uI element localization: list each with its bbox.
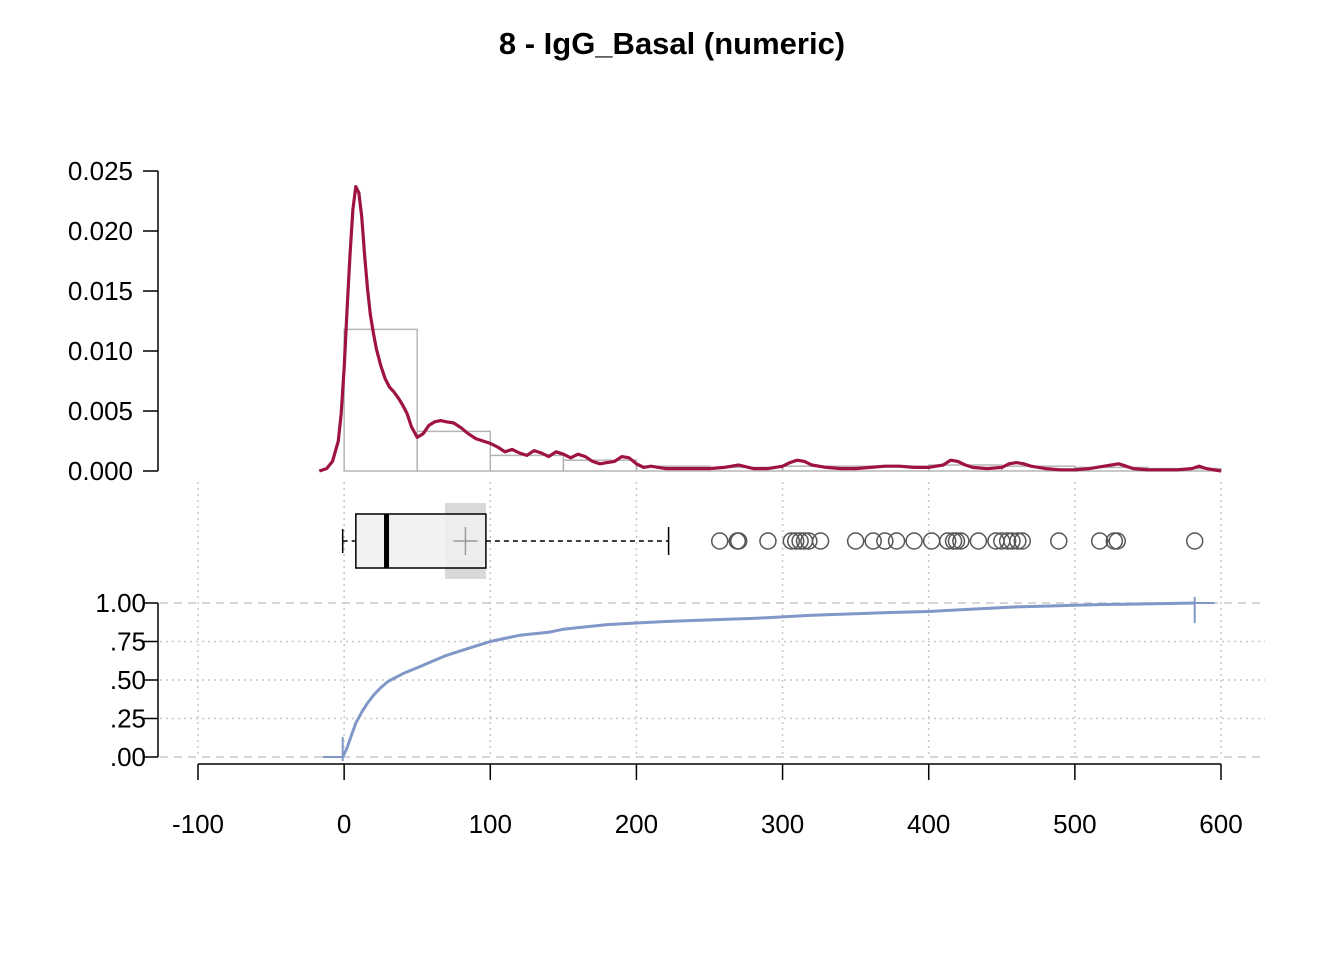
outlier-point	[811, 532, 830, 550]
x-tick-label: 500	[1053, 809, 1096, 839]
outlier-point	[1009, 532, 1027, 550]
x-tick-label: 400	[907, 809, 950, 839]
outlier-point	[800, 532, 818, 550]
histogram-bar	[416, 430, 492, 472]
outlier-point	[998, 532, 1017, 550]
outlier-point	[969, 532, 988, 550]
x-tick-label: 100	[469, 809, 512, 839]
x-tick-label: 600	[1199, 809, 1242, 839]
outlier-point	[786, 532, 805, 550]
outlier-point	[791, 532, 809, 550]
density-y-tick-label: 0.025	[68, 156, 133, 186]
outlier-point	[1050, 532, 1068, 550]
axes: 0.000 0.005 0.010 0.015 0.020 0.025 .00 .25 .50.…	[68, 156, 1243, 839]
outlier-point	[905, 532, 923, 550]
outlier-point	[1013, 532, 1031, 550]
ecdf-y-tick-label: .50	[110, 665, 146, 695]
outlier-point	[876, 532, 894, 550]
density-y-tick-label: 0.000	[68, 456, 133, 486]
density-y-tick-label: 0.020	[68, 216, 133, 246]
density-curve	[318, 185, 1222, 473]
ecdf-curve	[322, 597, 1215, 761]
density-y-tick-label: 0.005	[68, 396, 133, 426]
density-y-tick-label: 0.010	[68, 336, 133, 366]
ecdf-y-tick-label: .00	[110, 742, 146, 772]
density-line	[318, 185, 1222, 473]
outlier-point	[1108, 532, 1126, 550]
ecdf-y-tick-label: 1.00	[95, 588, 146, 618]
chart-title: 8 - IgG_Basal (numeric)	[499, 26, 845, 61]
outlier-point	[728, 532, 747, 550]
outlier-point	[1003, 532, 1021, 550]
x-tick-label: 200	[615, 809, 658, 839]
density-y-tick-label: 0.015	[68, 276, 133, 306]
x-tick-label: 0	[337, 809, 351, 839]
outlier-point	[1185, 532, 1204, 550]
boxplot	[341, 503, 1204, 579]
outlier-point	[782, 532, 801, 550]
ecdf-y-tick-label: .75	[110, 627, 146, 657]
outlier-point	[947, 532, 966, 550]
ecdf-y-tick-label: .25	[110, 704, 146, 734]
histogram-bar	[343, 328, 418, 472]
x-tick-label: -100	[172, 809, 224, 839]
histogram-bar	[562, 459, 638, 472]
histogram	[343, 328, 1222, 472]
outlier-point	[729, 532, 748, 550]
ecdf-line	[341, 601, 1195, 758]
outlier-point	[1090, 532, 1109, 550]
outlier-point	[759, 532, 777, 550]
outlier-point	[846, 532, 865, 550]
x-tick-label: 300	[761, 809, 804, 839]
outlier-point	[938, 532, 957, 550]
grid-lines	[160, 482, 1265, 758]
histogram-bar	[489, 454, 565, 472]
outlier-point	[864, 532, 882, 550]
outlier-point	[952, 532, 970, 550]
outlier-point	[710, 532, 729, 550]
outlier-point	[922, 532, 941, 550]
outlier-point	[887, 532, 906, 550]
